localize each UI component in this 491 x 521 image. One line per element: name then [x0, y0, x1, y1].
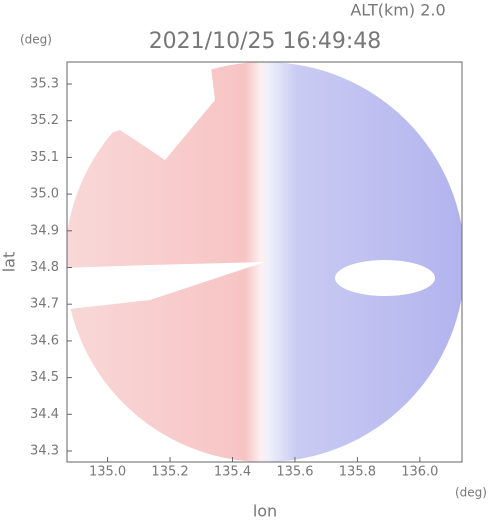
x-tick-label: 135.6 [276, 465, 313, 480]
y-tick-label: 34.4 [30, 407, 59, 422]
x-tick-label: 135.2 [151, 465, 188, 480]
y-tick-label: 34.9 [30, 223, 59, 238]
y-tick-label: 35.2 [30, 113, 59, 128]
x-axis-label: lon [253, 502, 277, 521]
x-unit: (deg) [455, 486, 487, 500]
y-tick-label: 35.3 [30, 77, 59, 92]
y-unit: (deg) [20, 33, 52, 47]
y-tick-label: 34.5 [30, 370, 59, 385]
blind-sector [67, 262, 265, 310]
radar-field [67, 62, 462, 462]
no-echo [67, 62, 215, 160]
y-tick-label: 34.3 [30, 443, 59, 458]
plot-frame [66, 61, 463, 463]
no-echo [335, 260, 435, 296]
radar-disk [67, 62, 462, 462]
x-tick-label: 135.4 [214, 465, 251, 480]
chart-title: 2021/10/25 16:49:48 [149, 29, 382, 54]
y-tick-label: 35.0 [30, 187, 59, 202]
y-tick-label: 34.6 [30, 333, 59, 348]
x-tick-label: 135.0 [89, 465, 126, 480]
x-tick-label: 135.8 [339, 465, 376, 480]
altitude: ALT(km) 2.0 [350, 1, 445, 20]
y-tick-label: 35.1 [30, 150, 59, 165]
x-tick-label: 136.0 [401, 465, 438, 480]
y-tick-label: 34.7 [30, 297, 59, 312]
y-tick-label: 34.8 [30, 260, 59, 275]
y-axis-label: lat [0, 252, 19, 273]
